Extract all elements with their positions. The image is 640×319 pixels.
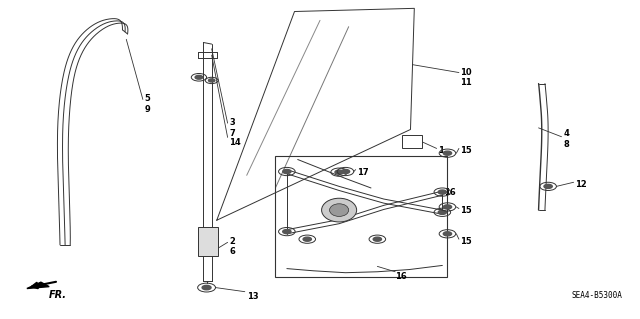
Circle shape [283,230,291,234]
Bar [401,135,422,148]
Text: 17: 17 [357,168,369,177]
Ellipse shape [321,198,356,222]
Text: FR.: FR. [49,290,67,300]
Text: 5
9: 5 9 [145,94,150,114]
Text: 14: 14 [230,137,241,147]
Text: 10
11: 10 11 [460,68,472,87]
Circle shape [283,169,291,174]
Text: 15: 15 [460,237,472,246]
Text: 4
8: 4 8 [563,129,570,149]
Bar [275,156,447,277]
Circle shape [444,232,452,236]
Bar [198,227,218,256]
Text: 12: 12 [575,180,587,189]
Circle shape [373,237,381,241]
Circle shape [341,169,349,174]
Circle shape [444,205,452,209]
Circle shape [438,190,447,194]
Text: 3
7: 3 7 [230,118,236,137]
Text: SEA4-B5300A: SEA4-B5300A [572,291,623,300]
Ellipse shape [330,204,349,216]
Circle shape [544,184,552,189]
Text: 1: 1 [438,145,444,154]
Circle shape [438,210,447,214]
Text: 2
6: 2 6 [230,237,236,256]
Circle shape [335,170,343,174]
Circle shape [195,75,203,79]
Circle shape [209,79,215,82]
Polygon shape [27,282,49,288]
Text: 15: 15 [460,145,472,154]
Text: 16: 16 [444,188,456,197]
Text: 13: 13 [246,292,259,300]
Circle shape [444,151,452,155]
Circle shape [303,237,312,241]
Text: 16: 16 [395,272,407,281]
Circle shape [202,286,211,290]
Text: 15: 15 [460,206,472,215]
